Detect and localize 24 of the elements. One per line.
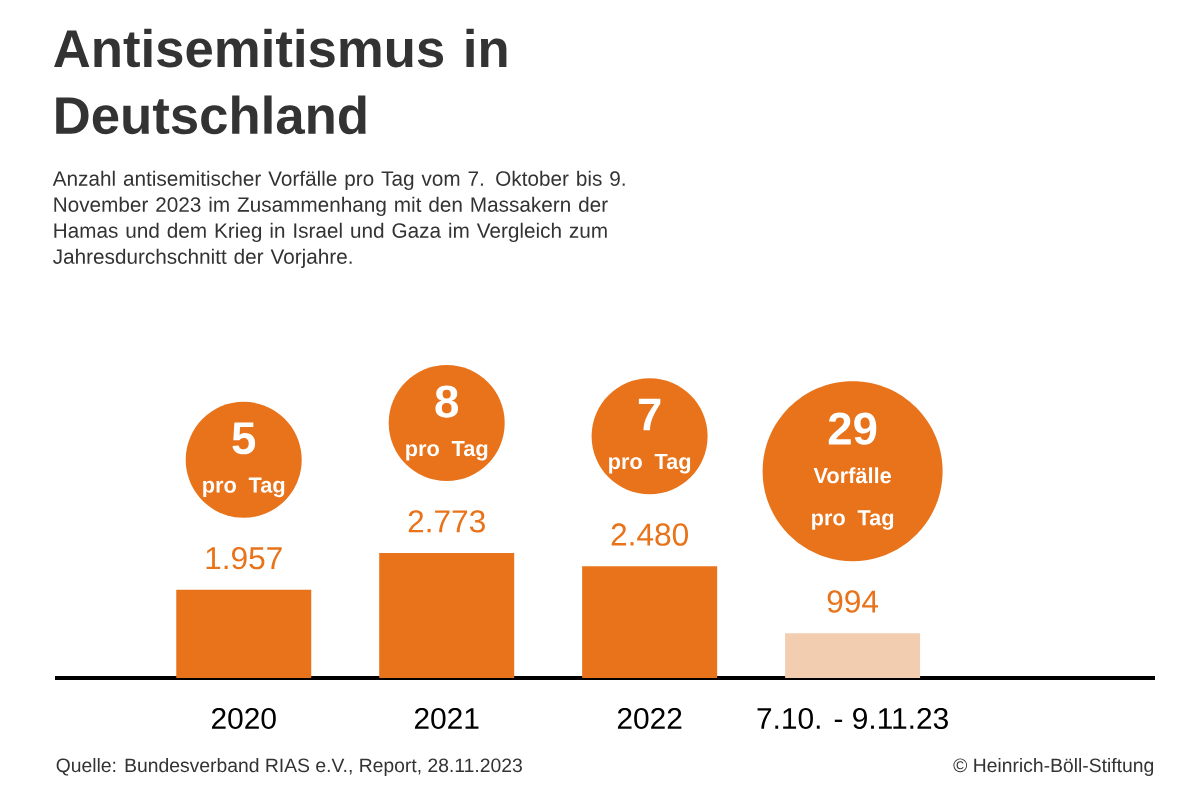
bar (379, 552, 515, 678)
text: 7 (638, 398, 661, 431)
text: 5 (232, 422, 256, 455)
text: 8 (435, 385, 459, 418)
bar (582, 566, 718, 678)
bar (785, 633, 921, 678)
x-tick-label: 2020 (212, 707, 276, 730)
bar (176, 589, 312, 678)
x-tick-label: 2021 (414, 707, 479, 730)
chart-subtitle: Anzahl antisemitischer Vorfälle pro Tag vom 7. Oktober bis 9. November 2023 im Zusammenhang mit den Massakern der Hamas und dem Krieg in Israel und Gaza im Vergleich zum Jahresdurchschnitt der Vorjahre. (52, 170, 625, 269)
x-tick-label: 7.10. - 9.11.23 (757, 707, 948, 730)
data-label: 2.480 (611, 523, 688, 546)
text: pro Tag (406, 440, 488, 461)
text: pro Tag (609, 453, 691, 474)
text: pro Tag (203, 477, 285, 498)
text: © Heinrich-Böll-Stiftung (953, 757, 1154, 777)
text: 29 (828, 412, 877, 445)
x-tick-label: 2022 (617, 707, 682, 730)
source-note: Quelle: Bundesverband RIAS e.V., Report, 28.11.2023 (56, 757, 522, 777)
chart-title: Antisemitismus in Deutschland (54, 28, 507, 135)
data-label: 1.957 (206, 546, 282, 570)
text: Vorfälle pro Tag (812, 467, 894, 530)
data-label: 2.773 (408, 510, 485, 533)
data-label: 994 (827, 590, 879, 613)
